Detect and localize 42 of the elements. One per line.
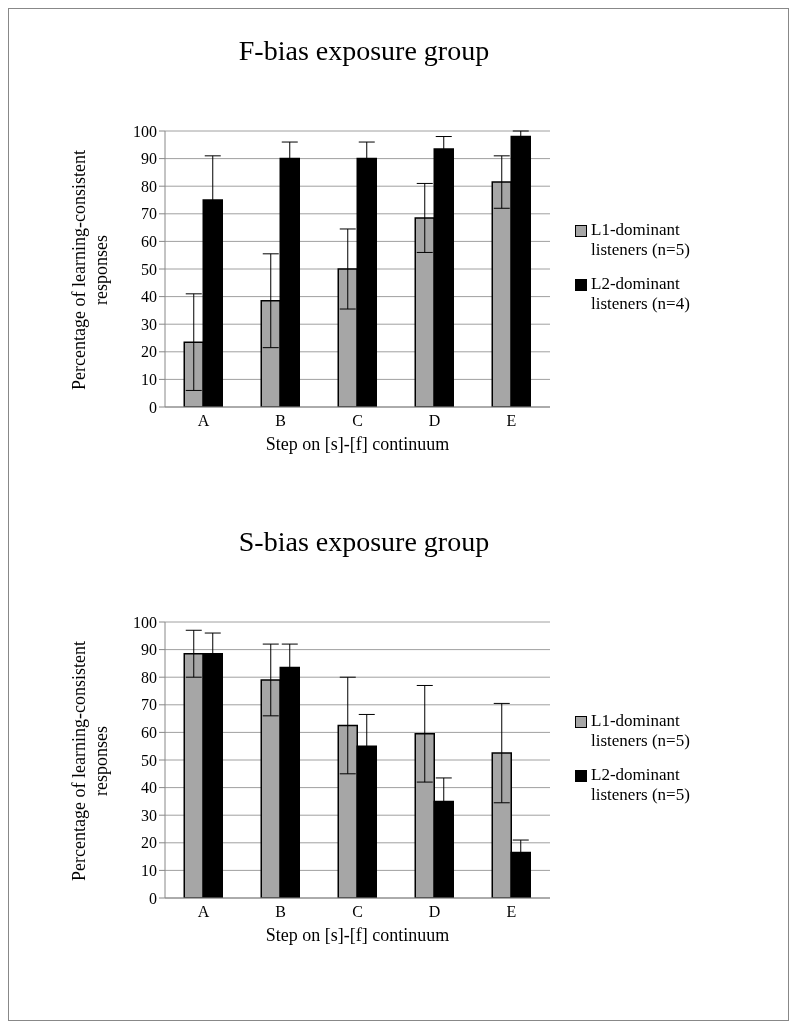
y-tick-label: 80 (141, 668, 157, 686)
y-tick-label: 70 (141, 205, 157, 223)
x-tick-label: C (352, 903, 363, 921)
x-axis-title: Step on [s]-[f] continuum (264, 434, 451, 455)
x-tick-label: C (352, 412, 363, 430)
y-tick-label: 90 (141, 641, 157, 659)
x-tick-label: D (428, 903, 441, 921)
x-tick-label: E (506, 903, 517, 921)
y-tick-label: 0 (149, 889, 157, 907)
legend-label: L1-dominant listeners (n=5) (591, 220, 691, 260)
y-tick-label: 40 (141, 288, 157, 306)
y-axis-title: Percentage of learning-consistent responses (68, 149, 112, 392)
legend-label: L2-dominant listeners (n=5) (591, 765, 691, 805)
y-tick-label: 80 (141, 177, 157, 195)
legend-label: L2-dominant listeners (n=4) (591, 274, 691, 314)
x-tick-label: A (197, 903, 210, 921)
x-tick-label: B (275, 903, 286, 921)
y-axis-title: Percentage of learning-consistent responses (68, 640, 112, 883)
x-tick-label: B (275, 412, 286, 430)
y-tick-label: 90 (141, 150, 157, 168)
y-tick-label: 20 (141, 343, 157, 361)
x-tick-label: A (197, 412, 210, 430)
legend-label: L1-dominant listeners (n=5) (591, 711, 691, 751)
x-axis-title: Step on [s]-[f] continuum (264, 925, 451, 946)
y-tick-label: 20 (141, 834, 157, 852)
y-tick-label: 50 (141, 260, 157, 278)
y-tick-label: 0 (149, 398, 157, 416)
y-tick-label: 40 (141, 779, 157, 797)
y-tick-label: 10 (141, 862, 157, 880)
chart-title: S-bias exposure group (237, 526, 491, 558)
x-tick-label: D (428, 412, 441, 430)
y-tick-label: 60 (141, 233, 157, 251)
chart-title: F-bias exposure group (237, 35, 491, 67)
y-tick-label: 30 (141, 315, 157, 333)
y-tick-label: 100 (133, 613, 157, 631)
y-tick-label: 100 (133, 122, 157, 140)
y-tick-label: 60 (141, 724, 157, 742)
y-tick-label: 50 (141, 751, 157, 769)
x-tick-label: E (506, 412, 517, 430)
y-tick-label: 30 (141, 806, 157, 824)
y-tick-label: 70 (141, 696, 157, 714)
y-tick-label: 10 (141, 371, 157, 389)
